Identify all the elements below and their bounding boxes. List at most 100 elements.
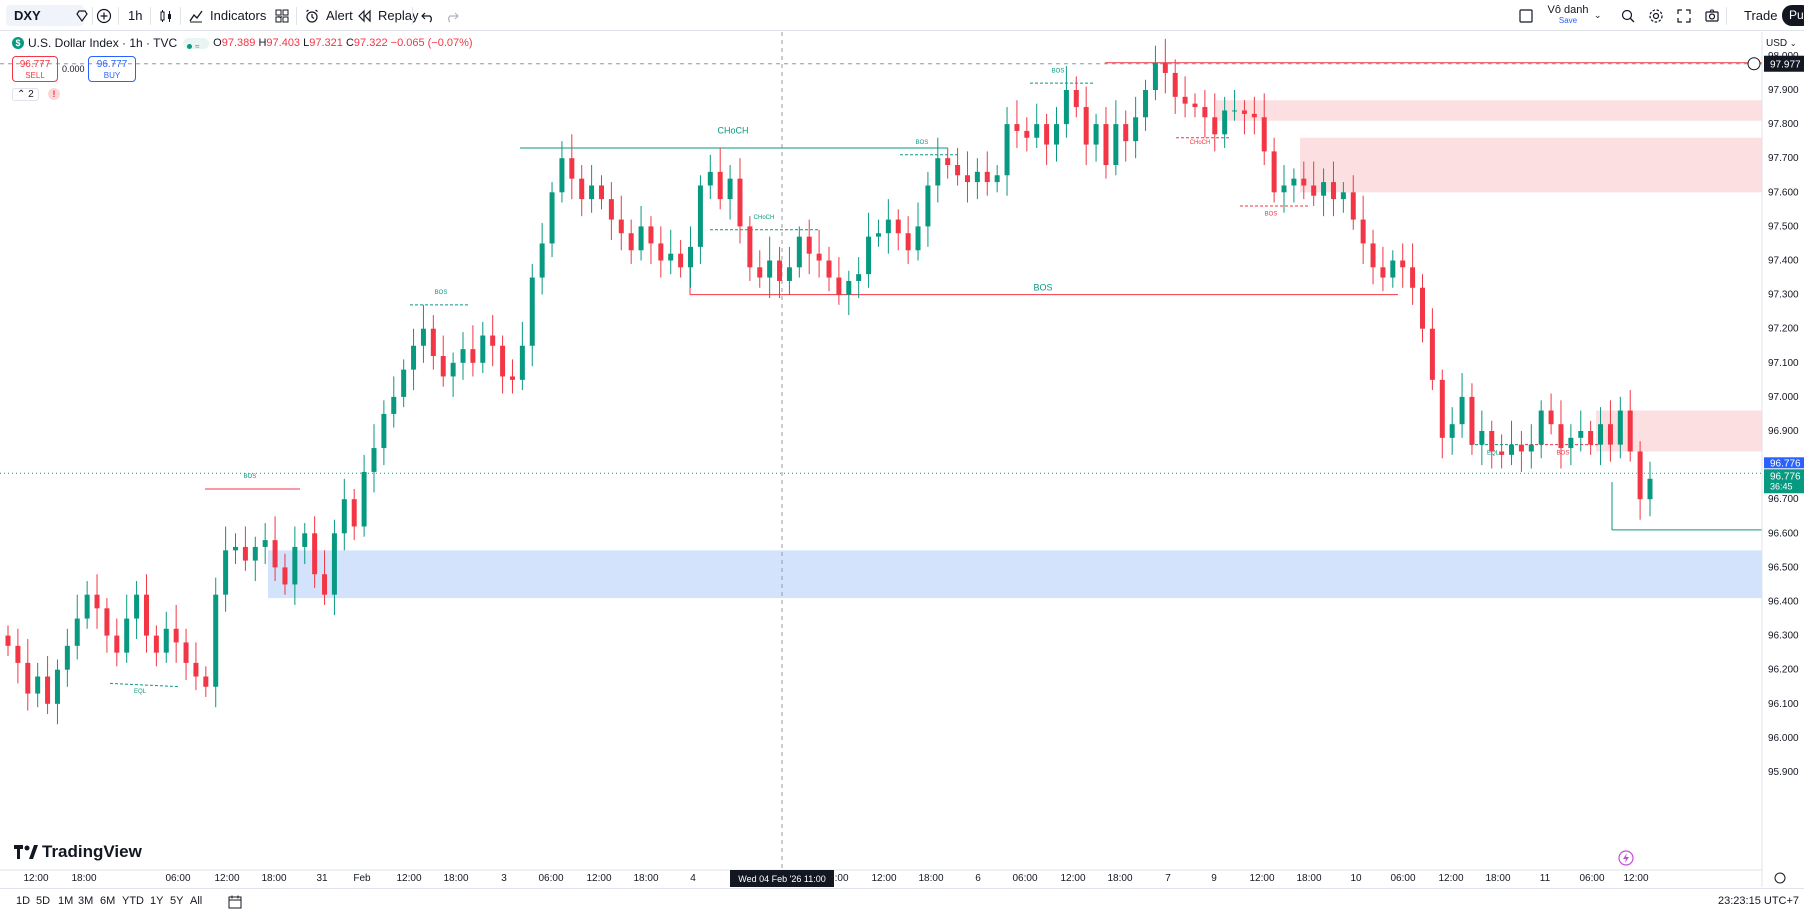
candle-body xyxy=(1598,424,1604,445)
range-button-5d[interactable]: 5D xyxy=(36,895,51,907)
candle-body xyxy=(223,550,229,595)
candle-body xyxy=(64,645,70,670)
candle-body xyxy=(292,546,298,585)
lightning-icon[interactable] xyxy=(1618,850,1634,866)
indicators-button[interactable]: Indicators ⌄ xyxy=(188,0,284,31)
candle-body xyxy=(1073,90,1079,108)
candle-body xyxy=(579,178,585,200)
range-button-all[interactable]: All xyxy=(190,895,203,907)
clock-timezone[interactable]: 23:23:15 UTC+7 xyxy=(1718,895,1800,907)
candle-body xyxy=(945,158,951,166)
candle-body xyxy=(1637,451,1643,500)
candle-body xyxy=(836,277,842,295)
candle-body xyxy=(5,635,11,646)
warning-icon[interactable]: ! xyxy=(48,88,60,100)
price-chart[interactable]: CHoCH BOS BOS CHoCH BOS EQL BOS CHoCH BOS BOS EQL B… xyxy=(0,32,1804,887)
candle-body xyxy=(1340,192,1346,200)
settings-gear-icon[interactable] xyxy=(1648,0,1664,31)
candle-body xyxy=(54,669,60,704)
range-button-6m[interactable]: 6M xyxy=(100,895,116,907)
candle-body xyxy=(1143,90,1149,118)
undo-icon[interactable] xyxy=(420,0,436,31)
candle-body xyxy=(1222,110,1228,135)
candle-body xyxy=(1439,379,1445,438)
candle-body xyxy=(598,185,604,200)
candle-body xyxy=(322,574,328,595)
structure-label: BOS xyxy=(1052,68,1065,74)
redo-icon[interactable] xyxy=(444,0,460,31)
candle-body xyxy=(1301,178,1307,186)
symbol-search-input[interactable]: DXY xyxy=(6,5,84,26)
candle-body xyxy=(866,236,872,275)
price-axis-tick: 97.400 xyxy=(1768,256,1799,267)
candle-body xyxy=(509,376,515,380)
candle-body xyxy=(1054,124,1060,145)
candle-body xyxy=(608,199,614,220)
candle-body xyxy=(94,594,100,609)
candle-body xyxy=(1410,267,1416,288)
range-button-ytd[interactable]: YTD xyxy=(122,895,144,907)
candle-body xyxy=(1370,243,1376,268)
tradingview-logo[interactable]: TradingView xyxy=(14,842,142,862)
time-axis-tick: 12:00 xyxy=(1249,873,1274,884)
symbol-title[interactable]: U.S. Dollar Index · 1h · TVC xyxy=(28,36,178,50)
candle-body xyxy=(1538,410,1544,445)
fullscreen-icon[interactable] xyxy=(1676,0,1692,31)
range-button-1y[interactable]: 1Y xyxy=(150,895,164,907)
symbol-favorite-icon[interactable] xyxy=(74,0,90,31)
candle-body xyxy=(1489,431,1495,452)
indicators-collapse-button[interactable]: ⌃ 2 xyxy=(12,88,39,101)
indicators-count: 2 xyxy=(28,89,34,100)
trade-button[interactable]: Trade xyxy=(1744,8,1778,23)
candle-body xyxy=(589,185,595,200)
time-axis-tick: 31 xyxy=(316,873,328,884)
candle-body xyxy=(727,178,733,200)
candle-body xyxy=(430,328,436,356)
candle-body xyxy=(737,178,743,227)
layout-name-button[interactable]: Vô danh Save xyxy=(1546,4,1590,25)
time-axis-tick: 9 xyxy=(1211,873,1217,884)
candles-chart-type-icon[interactable] xyxy=(158,0,174,31)
candle-body xyxy=(1528,444,1534,452)
candle-body xyxy=(994,175,1000,183)
candle-body xyxy=(1024,130,1030,138)
publish-button[interactable]: Pu xyxy=(1782,5,1804,26)
buy-price: 96.777 xyxy=(96,59,128,70)
structure-label: CHoCH xyxy=(754,215,775,221)
candle-body xyxy=(757,267,763,278)
candle-body xyxy=(134,594,140,619)
quick-search-icon[interactable] xyxy=(1620,0,1636,31)
candle-body xyxy=(1429,328,1435,380)
candle-body xyxy=(796,236,802,268)
market-status-icon[interactable]: ≈ xyxy=(183,37,210,51)
layout-chevron-down-icon[interactable]: ⌄ xyxy=(1594,10,1602,20)
price-axis-tick: 97.600 xyxy=(1768,187,1799,198)
fullscreen-square-icon[interactable] xyxy=(1518,0,1534,31)
buy-button[interactable]: 96.777 BUY xyxy=(88,56,136,82)
go-to-date-calendar-icon[interactable] xyxy=(228,895,242,912)
price-axis-tick: 96.900 xyxy=(1768,426,1799,437)
compare-add-icon[interactable] xyxy=(96,0,112,31)
candle-body xyxy=(233,546,239,551)
candle-body xyxy=(490,335,496,346)
layouts-grid-icon[interactable] xyxy=(274,0,290,31)
range-button-1d[interactable]: 1D xyxy=(16,895,31,907)
range-button-3m[interactable]: 3M xyxy=(78,895,94,907)
range-button-1m[interactable]: 1M xyxy=(58,895,74,907)
candle-body xyxy=(717,171,723,200)
currency-selector[interactable]: USD ⌄ xyxy=(1766,38,1797,49)
interval-button[interactable]: 1h xyxy=(128,8,143,23)
range-button-5y[interactable]: 5Y xyxy=(170,895,184,907)
candle-body xyxy=(1350,192,1356,220)
time-axis-tick: 06:00 xyxy=(538,873,563,884)
layout-name: Vô danh xyxy=(1547,4,1589,16)
sell-button[interactable]: 96.777 SELL xyxy=(12,56,58,82)
supply-zone xyxy=(1596,410,1762,452)
candle-body xyxy=(480,335,486,363)
camera-snapshot-icon[interactable] xyxy=(1704,0,1720,31)
chart-legend: $ U.S. Dollar Index · 1h · TVC ≈ O97.389… xyxy=(12,36,473,51)
time-axis-tick: 18:00 xyxy=(1107,873,1132,884)
replay-button[interactable]: Replay xyxy=(356,0,418,31)
alert-button[interactable]: Alert xyxy=(304,0,353,31)
candle-body xyxy=(331,533,337,595)
